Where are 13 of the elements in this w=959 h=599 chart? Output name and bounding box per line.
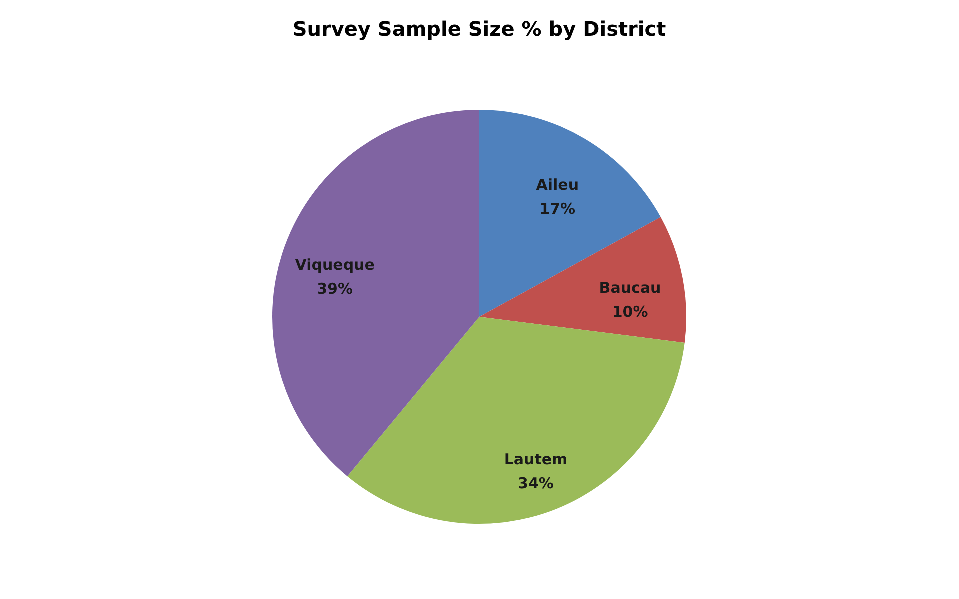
slice-label: Viqueque (295, 256, 375, 274)
pie-slice (348, 317, 685, 524)
slice-label: Baucau (599, 279, 662, 298)
data-label: 17% (540, 200, 576, 218)
data-label: 34% (518, 474, 554, 493)
pie-slice (272, 110, 480, 476)
data-label: 39% (317, 280, 354, 298)
slice-label: Lautem (504, 450, 568, 469)
pie-slice (480, 110, 661, 317)
chart-title: Survey Sample Size % by District (292, 17, 667, 41)
data-label: 10% (612, 303, 648, 322)
slice-label: Aileu (536, 176, 580, 194)
pie-slice (480, 217, 686, 343)
